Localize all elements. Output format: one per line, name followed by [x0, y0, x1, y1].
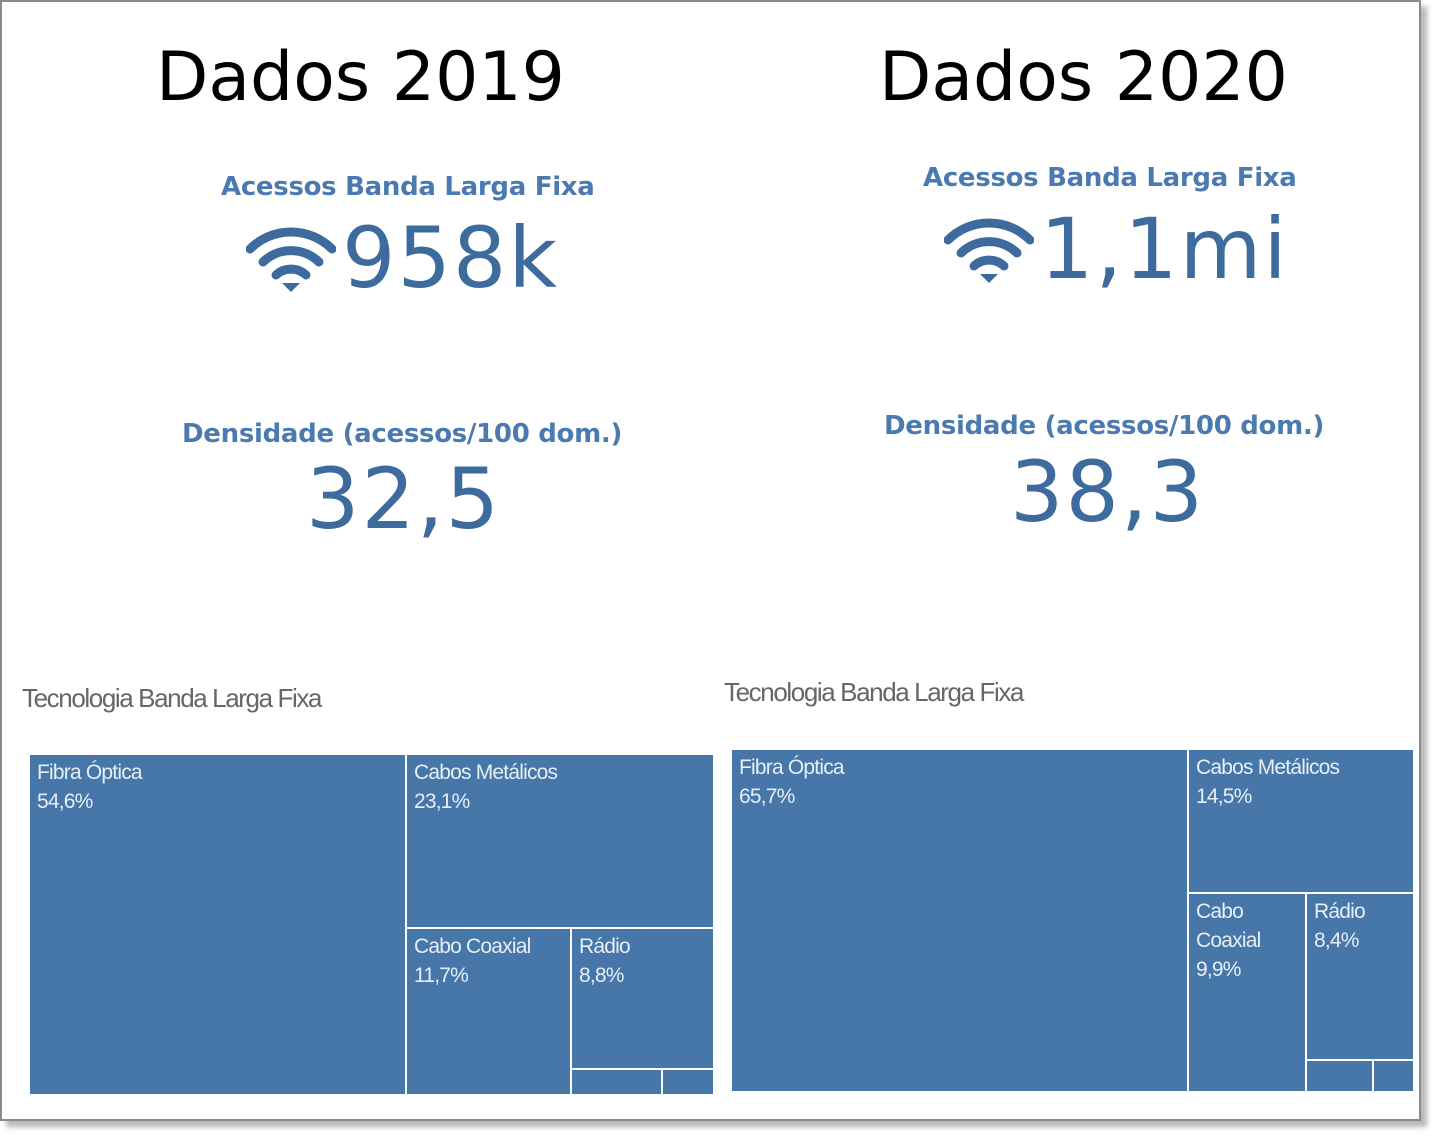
- access-value-2019: 958k: [342, 209, 559, 307]
- tile-label: Cabo Coaxial: [1196, 900, 1261, 952]
- treemap-tile-radio-2019[interactable]: Rádio 8,8%: [571, 928, 714, 1069]
- tile-label: Cabos Metálicos: [414, 761, 558, 784]
- panel-title-2019: Dados 2019: [156, 38, 565, 117]
- tile-label: Fibra Óptica: [739, 756, 845, 779]
- treemap-tile-small-b-2019[interactable]: [662, 1069, 714, 1095]
- access-kpi-2020: 1,1mi: [944, 207, 1289, 291]
- tile-value: 65,7%: [739, 785, 795, 808]
- density-value-2019: 32,5: [306, 450, 502, 548]
- panel-title-2020: Dados 2020: [879, 38, 1288, 117]
- treemap-tile-fibra-2020[interactable]: Fibra Óptica 65,7%: [731, 749, 1188, 1092]
- tile-label: Rádio: [579, 935, 631, 958]
- treemap-2020: Fibra Óptica 65,7% Cabos Metálicos 14,5%…: [731, 749, 1414, 1092]
- dashboard-frame: Dados 2019 Acessos Banda Larga Fixa 958k…: [0, 0, 1421, 1121]
- access-kpi-2019: 958k: [246, 216, 559, 300]
- wifi-icon: [944, 218, 1034, 283]
- access-value-2020: 1,1mi: [1040, 200, 1289, 298]
- density-label-2019: Densidade (acessos/100 dom.): [182, 419, 623, 449]
- wifi-icon: [246, 227, 336, 292]
- tile-value: 8,4%: [1314, 929, 1359, 952]
- treemap-tile-radio-2020[interactable]: Rádio 8,4%: [1306, 893, 1414, 1060]
- treemap-tile-coaxial-2019[interactable]: Cabo Coaxial 11,7%: [406, 928, 571, 1095]
- tile-value: 23,1%: [414, 790, 470, 813]
- tile-value: 14,5%: [1196, 785, 1252, 808]
- tile-label: Cabos Metálicos: [1196, 756, 1340, 779]
- treemap-title-2020: Tecnologia Banda Larga Fixa: [724, 677, 1024, 707]
- tile-label: Fibra Óptica: [37, 761, 143, 784]
- treemap-tile-small-a-2019[interactable]: [571, 1069, 662, 1095]
- treemap-2019: Fibra Óptica 54,6% Cabos Metálicos 23,1%…: [29, 754, 714, 1095]
- tile-label: Cabo Coaxial: [414, 935, 531, 958]
- tile-value: 11,7%: [414, 964, 469, 987]
- treemap-title-2019: Tecnologia Banda Larga Fixa: [22, 683, 322, 713]
- density-label-2020: Densidade (acessos/100 dom.): [884, 411, 1325, 441]
- density-value-2020: 38,3: [1010, 443, 1206, 541]
- tile-value: 54,6%: [37, 790, 93, 813]
- treemap-tile-metalicos-2020[interactable]: Cabos Metálicos 14,5%: [1188, 749, 1414, 893]
- tile-value: 8,8%: [579, 964, 624, 987]
- tile-label: Rádio: [1314, 900, 1366, 923]
- access-label-2019: Acessos Banda Larga Fixa: [221, 172, 595, 202]
- treemap-tile-metalicos-2019[interactable]: Cabos Metálicos 23,1%: [406, 754, 714, 928]
- access-label-2020: Acessos Banda Larga Fixa: [923, 163, 1297, 193]
- treemap-tile-small-a-2020[interactable]: [1306, 1060, 1373, 1092]
- treemap-tile-small-b-2020[interactable]: [1373, 1060, 1414, 1092]
- treemap-tile-fibra-2019[interactable]: Fibra Óptica 54,6%: [29, 754, 406, 1095]
- tile-value: 9,9%: [1196, 958, 1241, 981]
- treemap-tile-coaxial-2020[interactable]: Cabo Coaxial 9,9%: [1188, 893, 1306, 1092]
